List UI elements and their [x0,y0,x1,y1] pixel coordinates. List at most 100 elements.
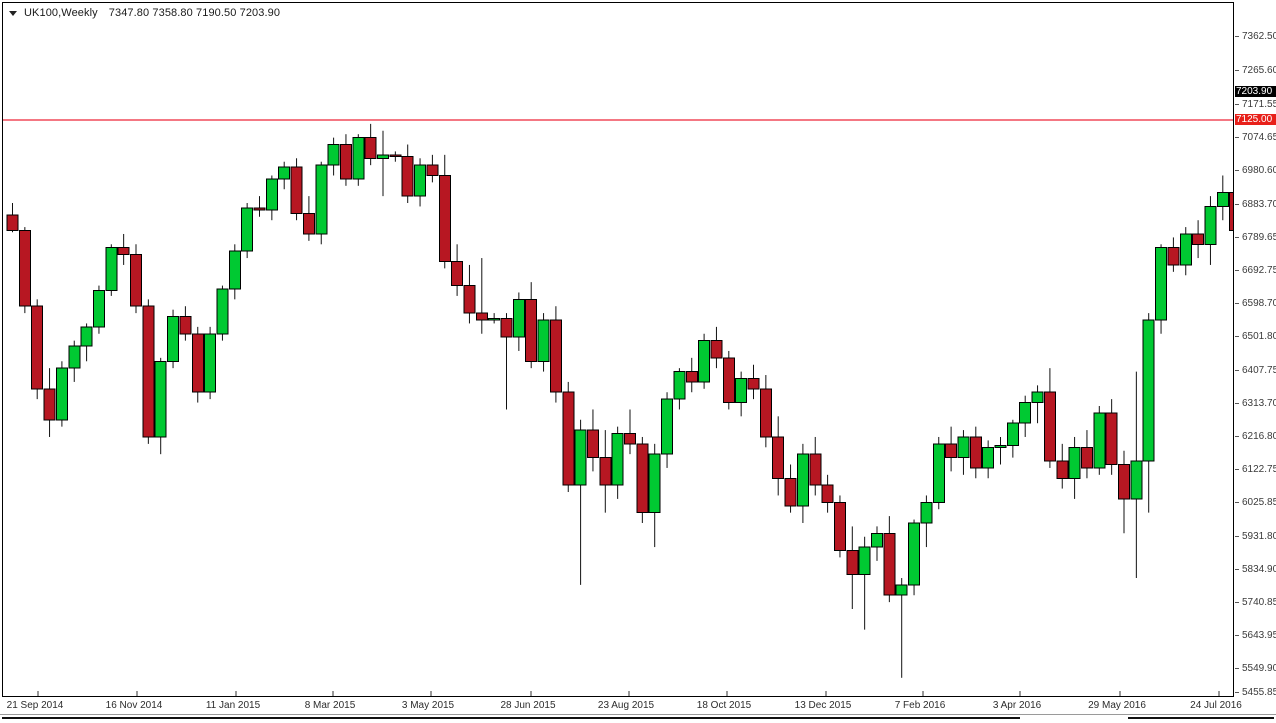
candle [216,285,229,341]
axis-tick-marks [37,691,1220,696]
candle-body-bullish [611,433,624,486]
candle [68,340,81,382]
candle-body-bearish [191,333,204,393]
candle [994,436,1007,465]
candle [673,368,686,410]
candle-body-bullish [673,371,686,400]
candle-body-bearish [846,550,859,576]
price-value: 6216.80 [1242,431,1276,442]
candle [55,361,68,427]
chevron-down-icon[interactable] [9,10,17,16]
candle-body-bearish [117,247,130,256]
candle [1229,192,1233,232]
candle-body-bearish [624,433,636,445]
chart-frame[interactable]: UK100,Weekly 7347.80 7358.80 7190.50 720… [2,2,1234,697]
price-value: 6598.70 [1242,298,1276,309]
price-axis-tick: 6692.75 [1235,265,1276,276]
candle-body-bearish [599,457,612,486]
candle-body-bearish [1229,192,1233,232]
candle [1019,395,1032,437]
current-price-label[interactable]: 7203.90 [1235,86,1276,97]
candle-body-bullish [858,546,871,576]
candle [463,264,476,324]
candle [278,161,291,190]
candle-body-bullish [1093,412,1106,469]
price-axis-tick: 6122.75 [1235,464,1276,475]
candle [1118,450,1130,534]
candle [438,154,451,269]
candle-body-bullish [241,207,254,252]
candle-body-bullish [661,398,674,455]
candle [624,409,636,455]
candle-body-bullish [315,164,328,235]
tick-mark-icon [1235,436,1239,437]
candle [154,357,167,455]
tick-mark-icon [1235,602,1239,603]
candle [871,526,883,561]
date-axis-tick: 13 Dec 2015 [794,700,852,711]
date-axis-tick: 28 Jun 2015 [500,700,556,711]
candle-body-bullish [512,298,525,338]
candle [80,323,93,362]
tick-mark-icon [1235,569,1239,570]
candle-body-bearish [142,305,155,438]
level-price-label[interactable]: 7125.00 [1235,114,1276,125]
price-value: 7265.60 [1242,65,1276,76]
candle [364,123,377,166]
price-axis-tick: 6883.70 [1235,199,1276,210]
candlestick-plot[interactable] [3,3,1233,696]
candle [1204,196,1217,265]
candle [685,357,698,393]
price-value: 6501.80 [1242,331,1276,342]
price-axis[interactable]: 7362.50 7265.60 7203.90 7171.55 7125.00 7074.… [1235,2,1276,698]
tick-mark-icon [1235,502,1239,503]
candle [130,244,142,314]
price-axis-tick: 6216.80 [1235,431,1276,442]
candle [636,436,649,523]
candle [92,285,105,334]
candle [204,326,217,400]
candle-body-bearish [833,501,846,552]
price-axis-tick: 6598.70 [1235,298,1276,309]
candle [1155,244,1168,334]
tick-mark-icon [1235,204,1239,205]
candle [932,436,945,510]
candle [661,392,674,468]
candle-body-bearish [130,254,142,307]
tick-mark-icon [1235,237,1239,238]
candle [969,426,982,479]
price-axis-tick: 6789.65 [1235,232,1276,243]
candle-body-bullish [154,360,167,438]
candle-body-bullish [1130,460,1143,500]
candle-body-bullish [352,137,365,180]
candle-body-bullish [908,522,921,586]
candle-body-bearish [1043,391,1056,462]
candle [747,364,760,400]
candle [895,578,908,678]
candle-body-bearish [525,298,538,362]
candle [512,292,525,351]
candle-body-bearish [302,212,315,235]
candle [352,134,365,186]
price-axis-tick: 5931.80 [1235,531,1276,542]
candle [500,313,513,410]
candle [908,519,921,596]
candle-body-bearish [179,316,192,335]
candle-body-bearish [549,319,562,393]
candle [228,244,241,300]
candle [796,443,809,523]
candle [537,313,550,372]
price-value: 6789.65 [1242,232,1276,243]
tick-mark-icon [1235,104,1239,105]
candle-body-bullish [105,247,118,292]
candle-body-bearish [253,207,266,211]
candle [920,495,933,548]
date-axis[interactable]: 21 Sep 2014 16 Nov 2014 11 Jan 2015 8 Mar 2… [0,699,1276,713]
candle [315,161,328,245]
tick-mark-icon [1235,668,1239,669]
price-axis-tick: 6980.60 [1235,165,1276,176]
tick-mark-icon [1235,303,1239,304]
candle [117,233,130,265]
candle-body-bullish [1204,205,1217,245]
candle [265,175,278,221]
